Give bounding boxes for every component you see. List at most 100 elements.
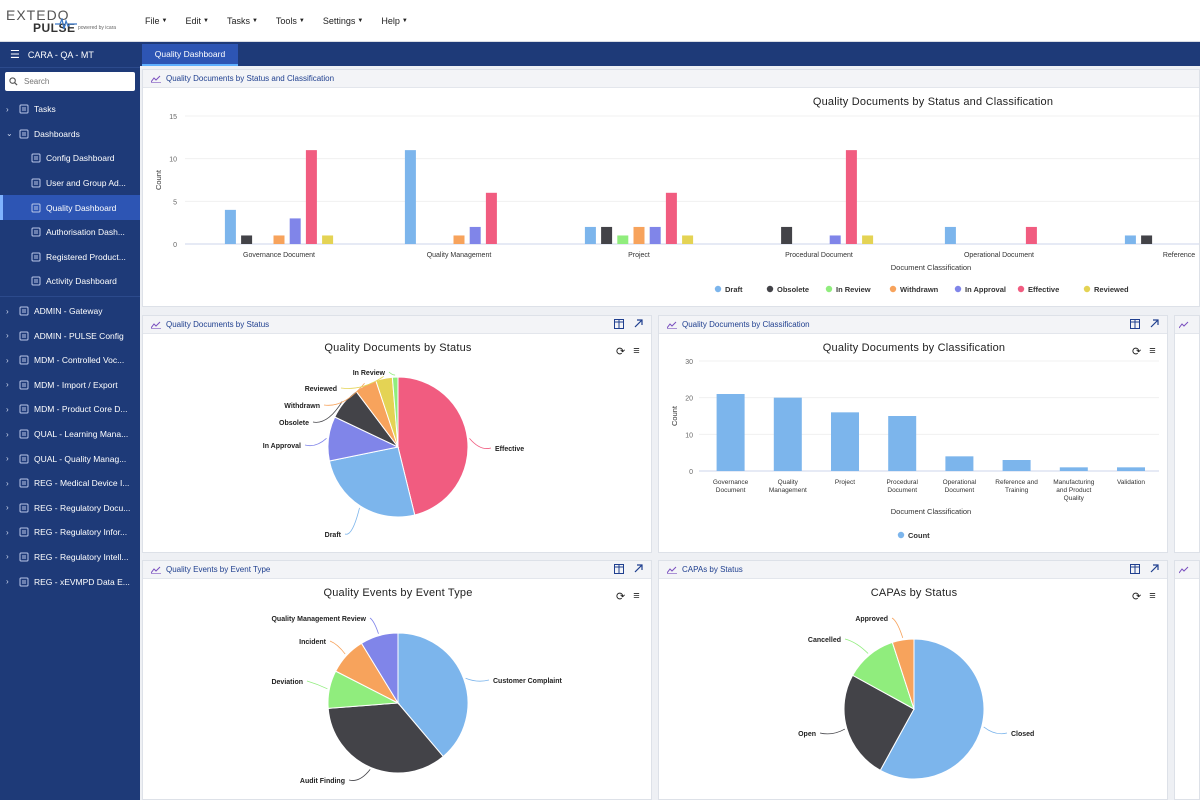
pie-label: Effective	[495, 446, 524, 453]
bar-draft	[1124, 235, 1136, 244]
sidebar-item-quality-dashboard[interactable]: Quality Dashboard	[0, 195, 140, 220]
bar-in-approval	[649, 226, 661, 244]
bar-reviewed	[682, 235, 694, 244]
sidebar-item-label: REG - Regulatory Intell...	[34, 551, 129, 562]
workspace-title: CARA - QA - MT	[27, 49, 94, 60]
sidebar: ☰ CARA - QA - MT › Tasks ⌄ Dashboards Config…	[0, 42, 140, 800]
legend-marker	[897, 531, 905, 539]
sidebar-item-mdm-import-export[interactable]: › MDM - Import / Export	[0, 373, 140, 398]
panel-docs-by-classification: Quality Documents by Classification Qual…	[658, 315, 1168, 553]
nav-item-icon	[18, 354, 30, 366]
line-chart-icon	[1179, 321, 1189, 328]
legend-label: In Approval	[965, 285, 1006, 294]
table-view-icon[interactable]	[1130, 564, 1140, 574]
nav-item-icon	[30, 251, 42, 263]
sidebar-item-mdm-product-core-d[interactable]: › MDM - Product Core D...	[0, 397, 140, 422]
sidebar-item-reg-medical-device-i[interactable]: › REG - Medical Device I...	[0, 471, 140, 496]
pie-connector	[388, 371, 396, 376]
panel-title: Quality Documents by Classification	[682, 320, 810, 329]
menu-icon[interactable]: ≡	[1149, 590, 1156, 602]
pie-label: In Approval	[263, 443, 301, 450]
menu-icon[interactable]: ≡	[633, 345, 640, 357]
panel-title: Quality Events by Event Type	[166, 565, 271, 574]
legend-label: In Review	[836, 285, 871, 294]
menu-settings[interactable]: Settings ▼	[322, 15, 364, 26]
menu-tasks[interactable]: Tasks ▼	[226, 15, 258, 26]
sidebar-header: ☰ CARA - QA - MT	[0, 42, 140, 68]
menu-tools[interactable]: Tools ▼	[275, 15, 305, 26]
panel-header: Quality Documents by Status and Classifi…	[143, 70, 1199, 88]
open-external-icon[interactable]	[1150, 319, 1159, 328]
extedo-pulse-logo[interactable]: EXTEDO PULSE powered by icara	[0, 0, 128, 42]
sidebar-item-dashboards[interactable]: ⌄ Dashboards	[0, 122, 140, 147]
pie-slice-audit-finding	[327, 702, 444, 774]
legend-label: Count	[908, 531, 930, 540]
nav-item-icon	[18, 477, 30, 489]
open-external-icon[interactable]	[634, 564, 643, 573]
menu-help[interactable]: Help ▼	[381, 15, 408, 26]
y-tick-label: 0	[689, 469, 693, 476]
sidebar-item-user-and-group-ad[interactable]: User and Group Ad...	[0, 171, 140, 196]
sidebar-item-reg-xevmpd-data-e[interactable]: › REG - xEVMPD Data E...	[0, 569, 140, 594]
sidebar-item-qual-learning-mana[interactable]: › QUAL - Learning Mana...	[0, 422, 140, 447]
sidebar-item-admin-pulse-config[interactable]: › ADMIN - PULSE Config	[0, 323, 140, 348]
menu-icon[interactable]: ≡	[1149, 345, 1156, 357]
logo-tag: powered by icara	[78, 24, 117, 31]
pie-connector	[306, 680, 328, 690]
refresh-icon[interactable]: ⟳	[1132, 346, 1142, 358]
panel-title: CAPAs by Status	[682, 565, 743, 574]
pie-label: Withdrawn	[284, 403, 320, 410]
hamburger-icon[interactable]: ☰	[10, 49, 20, 61]
table-view-icon[interactable]	[1130, 319, 1140, 329]
bar-count	[716, 394, 745, 471]
nav-item-icon	[30, 152, 42, 164]
table-view-icon[interactable]	[614, 319, 624, 329]
pie-connector	[891, 617, 904, 639]
open-external-icon[interactable]	[634, 319, 643, 328]
bar-effective	[305, 150, 317, 244]
menu-file[interactable]: File ▼	[145, 15, 168, 26]
sidebar-item-authorisation-dash[interactable]: Authorisation Dash...	[0, 220, 140, 245]
sidebar-item-config-dashboard[interactable]: Config Dashboard	[0, 146, 140, 171]
legend-marker	[766, 285, 774, 293]
sidebar-item-reg-regulatory-infor[interactable]: › REG - Regulatory Infor...	[0, 520, 140, 545]
table-view-icon[interactable]	[614, 564, 624, 574]
bar-in-review	[617, 235, 629, 244]
bar-withdrawn	[633, 226, 645, 244]
bar-obsolete	[1141, 235, 1153, 244]
bar-withdrawn	[453, 235, 465, 244]
sidebar-item-admin-gateway[interactable]: › ADMIN - Gateway	[0, 299, 140, 324]
menu-icon[interactable]: ≡	[633, 590, 640, 602]
menu-edit[interactable]: Edit ▼	[185, 15, 209, 26]
search-input[interactable]	[24, 77, 124, 86]
sidebar-item-registered-product[interactable]: Registered Product...	[0, 245, 140, 270]
pie-label: Closed	[1011, 731, 1034, 738]
pie-label: Quality Management Review	[271, 616, 366, 623]
refresh-icon[interactable]: ⟳	[616, 591, 626, 603]
x-tick-label: Project	[835, 479, 855, 486]
sidebar-item-reg-regulatory-docu[interactable]: › REG - Regulatory Docu...	[0, 496, 140, 521]
x-tick-label: Operational Document	[964, 252, 1034, 259]
bar-effective	[665, 192, 677, 244]
sidebar-item-mdm-controlled-voc[interactable]: › MDM - Controlled Voc...	[0, 348, 140, 373]
open-external-icon[interactable]	[1150, 564, 1159, 573]
panel-partial-right	[1174, 315, 1200, 553]
legend-label: Withdrawn	[900, 285, 939, 294]
main-menu: File ▼ Edit ▼ Tasks ▼ Tools ▼ Settings ▼ Help…	[136, 16, 417, 26]
bar-count	[1002, 460, 1031, 471]
x-tick-label: Quality Management	[769, 479, 807, 494]
refresh-icon[interactable]: ⟳	[616, 346, 626, 358]
chevron-right-icon: ›	[6, 527, 9, 537]
bar-in-approval	[289, 218, 301, 244]
refresh-icon[interactable]: ⟳	[1132, 591, 1142, 603]
sidebar-item-activity-dashboard[interactable]: Activity Dashboard	[0, 269, 140, 294]
sidebar-item-label: Quality Dashboard	[46, 202, 117, 213]
pie-slice-effective	[397, 376, 469, 516]
sidebar-item-reg-regulatory-intell[interactable]: › REG - Regulatory Intell...	[0, 545, 140, 570]
tab-quality-dashboard[interactable]: Quality Dashboard	[142, 44, 238, 66]
sidebar-item-tasks[interactable]: › Tasks	[0, 97, 140, 122]
pie-slice-closed	[879, 638, 985, 780]
nav-item-icon	[18, 453, 30, 465]
search-icon	[9, 77, 18, 86]
sidebar-item-qual-quality-manag[interactable]: › QUAL - Quality Manag...	[0, 446, 140, 471]
